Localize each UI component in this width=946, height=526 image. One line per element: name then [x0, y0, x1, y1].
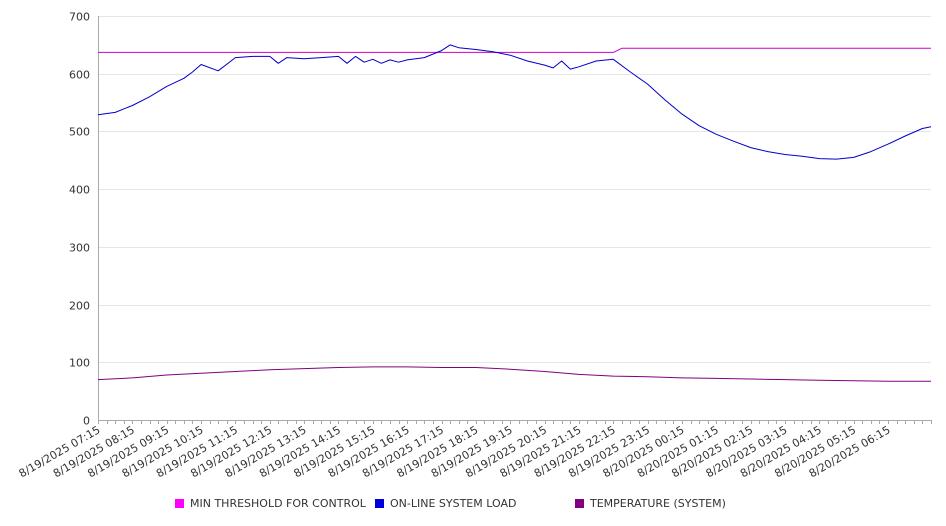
gridlines	[98, 16, 931, 363]
legend-item-system-load[interactable]: ON-LINE SYSTEM LOAD	[375, 497, 516, 510]
legend-swatch-system-load	[375, 499, 384, 508]
x-axis-tick-labels: 8/19/2025 07:158/19/2025 08:158/19/2025 …	[17, 423, 893, 480]
y-tick-label: 200	[69, 300, 90, 313]
series-line-0	[98, 47, 931, 53]
legend-swatch-min-threshold	[175, 499, 184, 508]
series-lines	[97, 44, 932, 382]
y-tick-label: 300	[69, 242, 90, 255]
y-tick-label: 100	[69, 357, 90, 370]
axes	[98, 16, 932, 424]
y-tick-label: 400	[69, 184, 90, 197]
legend-swatch-temperature	[575, 499, 584, 508]
y-tick-label: 600	[69, 69, 90, 82]
y-axis-tick-labels: 0 100 200 300 400 500 600 700	[69, 11, 90, 428]
legend-label-temperature: TEMPERATURE (SYSTEM)	[590, 497, 726, 510]
legend-item-temperature[interactable]: TEMPERATURE (SYSTEM)	[575, 497, 726, 510]
series-line-1	[97, 44, 932, 160]
y-tick-label: 500	[69, 126, 90, 139]
y-tick-label: 700	[69, 11, 90, 24]
legend-item-min-threshold[interactable]: MIN THRESHOLD FOR CONTROL	[175, 497, 366, 510]
series-line-2	[97, 366, 931, 382]
y-tick-label: 0	[83, 415, 90, 428]
legend-label-system-load: ON-LINE SYSTEM LOAD	[390, 497, 517, 510]
legend: MIN THRESHOLD FOR CONTROL ON-LINE SYSTEM…	[0, 497, 946, 515]
legend-label-min-threshold: MIN THRESHOLD FOR CONTROL	[190, 497, 366, 510]
